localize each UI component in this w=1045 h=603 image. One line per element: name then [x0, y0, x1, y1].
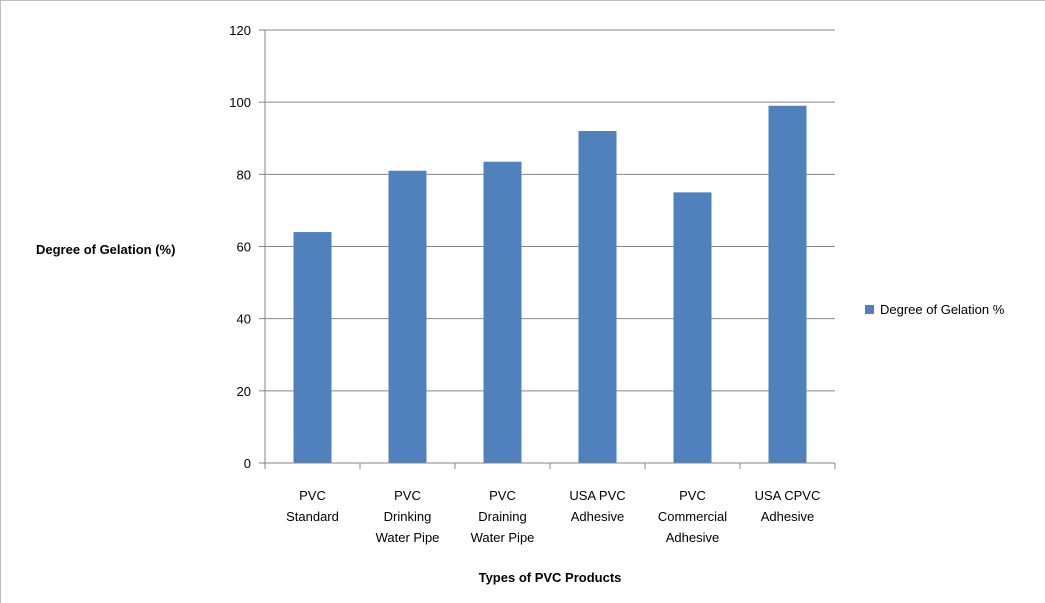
- y-tick-label: 0: [244, 456, 251, 471]
- bars-group: [293, 105, 807, 464]
- x-category-label-line: Adhesive: [571, 509, 624, 524]
- legend-label: Degree of Gelation %: [880, 302, 1005, 317]
- bar: [578, 131, 617, 464]
- axes: [264, 30, 836, 469]
- y-tick-label: 100: [229, 95, 251, 110]
- x-category-label-line: Water Pipe: [471, 530, 535, 545]
- legend: Degree of Gelation %: [865, 302, 1005, 317]
- x-category-label-line: PVC: [299, 488, 326, 503]
- y-tick-label: 40: [237, 312, 251, 327]
- y-tick-label: 60: [237, 240, 251, 255]
- x-category-label-line: Adhesive: [666, 530, 719, 545]
- x-category-label-line: Standard: [286, 509, 339, 524]
- bar: [293, 232, 332, 463]
- x-category-labels: PVC Standard PVC Drinking Water Pipe PVC Drain…: [286, 488, 820, 545]
- x-category-label: PVC Commercial Adhesive: [658, 488, 727, 545]
- x-category-label-line: Draining: [478, 509, 526, 524]
- bar: [388, 170, 427, 463]
- y-axis-title: Degree of Gelation (%): [36, 242, 175, 257]
- bar: [768, 105, 807, 464]
- y-tick-label: 80: [237, 167, 251, 182]
- x-category-label-line: PVC: [394, 488, 421, 503]
- x-category-label: PVC Drinking Water Pipe: [376, 488, 440, 545]
- y-tick-label: 120: [229, 23, 251, 38]
- x-category-label-line: PVC: [679, 488, 706, 503]
- x-category-label-line: Adhesive: [761, 509, 814, 524]
- bar: [483, 161, 522, 463]
- x-category-label-line: Commercial: [658, 509, 727, 524]
- y-tick-label: 20: [237, 384, 251, 399]
- x-category-label: PVC Standard: [286, 488, 339, 524]
- x-category-label-line: PVC: [489, 488, 516, 503]
- x-category-label-line: Water Pipe: [376, 530, 440, 545]
- x-category-label: USA PVC Adhesive: [569, 488, 625, 524]
- y-tick-labels: 0 20 40 60 80 100 120: [229, 23, 251, 471]
- x-category-label: PVC Draining Water Pipe: [471, 488, 535, 545]
- x-category-label-line: Drinking: [384, 509, 432, 524]
- legend-swatch: [865, 305, 874, 314]
- x-category-label-line: USA CPVC: [755, 488, 821, 503]
- x-category-label: USA CPVC Adhesive: [755, 488, 821, 524]
- x-category-label-line: USA PVC: [569, 488, 625, 503]
- x-axis-title: Types of PVC Products: [479, 570, 622, 585]
- bar: [673, 192, 712, 463]
- gridlines: [259, 29, 835, 464]
